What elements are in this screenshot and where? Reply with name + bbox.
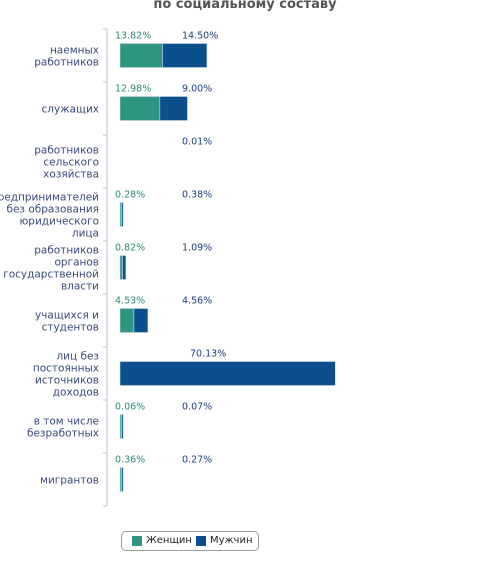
value-label-women: 13.82% [115,31,151,42]
category-label: доходов [53,387,99,399]
category-axis [103,28,108,507]
category-label: постоянных [33,363,99,375]
legend-label-women[interactable]: Женщин [146,535,192,546]
category-label: сельского [43,157,99,169]
category-label: лица [72,228,99,240]
category-label: в том числе [34,416,99,428]
value-label-men: 9.00% [182,84,212,95]
value-labels: 13.82% 14.50% 12.98% 9.00% 0.01% 0.28% 0.38% 0.… [115,31,226,466]
bar-segment-men[interactable] [121,202,124,227]
category-label: учащихся и [35,310,99,322]
value-label-men: 4.56% [182,296,212,307]
category-label: работников [34,245,99,257]
value-label-men: 70.13% [190,349,226,360]
bar-segment-women[interactable] [119,308,135,333]
bar-segment-women[interactable] [119,255,123,280]
value-label-women: 0.28% [115,190,145,201]
bar-segment-men[interactable] [121,467,124,492]
value-label-women: 4.53% [115,296,145,307]
category-label: власти [61,281,99,293]
category-label: служащих [41,104,99,116]
chart-title: по социальному составу [153,0,337,12]
bars [119,43,336,492]
bar-segment-men[interactable] [121,414,124,439]
bar-segment-men[interactable] [162,43,208,68]
category-label: работников [34,145,99,157]
category-label: предпринимателей [0,192,99,204]
legend: Женщин Мужчин [121,531,259,551]
value-label-men: 0.38% [182,190,212,201]
bar-segment-men[interactable] [159,96,188,121]
value-label-men: 0.27% [182,455,212,466]
category-labels: наемныхработниковслужащихработниковсельс… [0,45,99,487]
category-label: безработных [27,428,99,440]
value-label-men: 1.09% [182,243,212,254]
legend-swatch-men [196,536,206,546]
category-label: хозяйства [43,169,99,181]
bar-segment-women[interactable] [119,43,163,68]
legend-swatch-women [132,536,142,546]
value-label-men: 0.07% [182,402,212,413]
category-label: наемных [50,45,99,57]
bar-segment-men[interactable] [119,361,336,386]
bar-segment-women[interactable] [119,96,161,121]
category-label: работников [34,57,99,69]
category-label: источников [35,375,99,387]
value-label-women: 0.36% [115,455,145,466]
category-label: государственной [3,269,99,281]
value-label-women: 12.98% [115,84,151,95]
category-label: мигрантов [40,475,99,487]
category-label: лиц без [56,351,99,363]
value-label-men: 14.50% [182,31,218,42]
bar-segment-men[interactable] [133,308,149,333]
value-label-men: 0.01% [182,137,212,148]
category-label: студентов [42,322,99,334]
category-label: без образования [7,204,100,216]
bar-segment-men[interactable] [122,255,127,280]
category-label: органов [54,257,99,269]
bar-chart: наемныхработниковслужащихработниковсельс… [0,28,336,507]
legend-label-men[interactable]: Мужчин [210,535,253,546]
value-label-women: 0.82% [115,243,145,254]
value-label-women: 0.06% [115,402,145,413]
category-label: юридического [19,216,99,228]
